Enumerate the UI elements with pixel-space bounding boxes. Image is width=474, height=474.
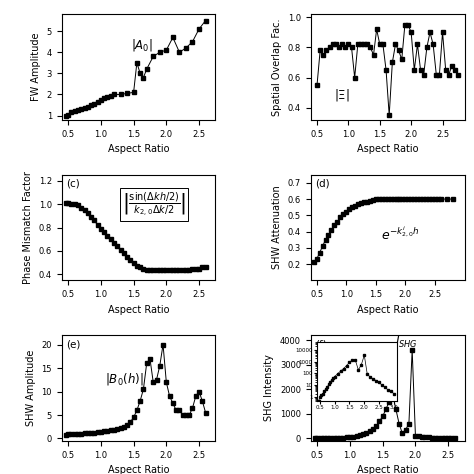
X-axis label: Aspect Ratio: Aspect Ratio: [357, 144, 419, 154]
Text: $|A_0|$: $|A_0|$: [131, 36, 153, 53]
X-axis label: Aspect Ratio: Aspect Ratio: [108, 465, 169, 474]
X-axis label: Aspect Ratio: Aspect Ratio: [108, 305, 169, 315]
X-axis label: Aspect Ratio: Aspect Ratio: [357, 465, 419, 474]
Text: $\left|\dfrac{\sin(\Delta kh/2)}{k_{2,0}\Delta k/2}\right|$: $\left|\dfrac{\sin(\Delta kh/2)}{k_{2,0}…: [122, 191, 186, 219]
X-axis label: Aspect Ratio: Aspect Ratio: [357, 305, 419, 315]
Y-axis label: SHG Intensity: SHG Intensity: [264, 355, 274, 421]
Text: $|B_0(h)|$: $|B_0(h)|$: [105, 371, 144, 387]
Y-axis label: FW Amplitude: FW Amplitude: [31, 33, 41, 101]
Text: (e): (e): [66, 339, 81, 349]
Y-axis label: SHW Amplitude: SHW Amplitude: [26, 350, 36, 426]
Text: $I_{SHG}$: $I_{SHG}$: [395, 335, 418, 350]
Y-axis label: SHW Attenuation: SHW Attenuation: [272, 186, 282, 269]
Text: $e^{-k_{2,0}^i h}$: $e^{-k_{2,0}^i h}$: [381, 226, 419, 243]
Text: (d): (d): [315, 179, 330, 189]
Y-axis label: Phase Mismatch Factor: Phase Mismatch Factor: [23, 171, 33, 284]
Y-axis label: Spatial Overlap Fac.: Spatial Overlap Fac.: [272, 18, 282, 116]
Text: (c): (c): [66, 179, 80, 189]
Text: (f): (f): [315, 339, 327, 349]
X-axis label: Aspect Ratio: Aspect Ratio: [108, 144, 169, 154]
Text: $|\Xi|$: $|\Xi|$: [334, 87, 350, 103]
